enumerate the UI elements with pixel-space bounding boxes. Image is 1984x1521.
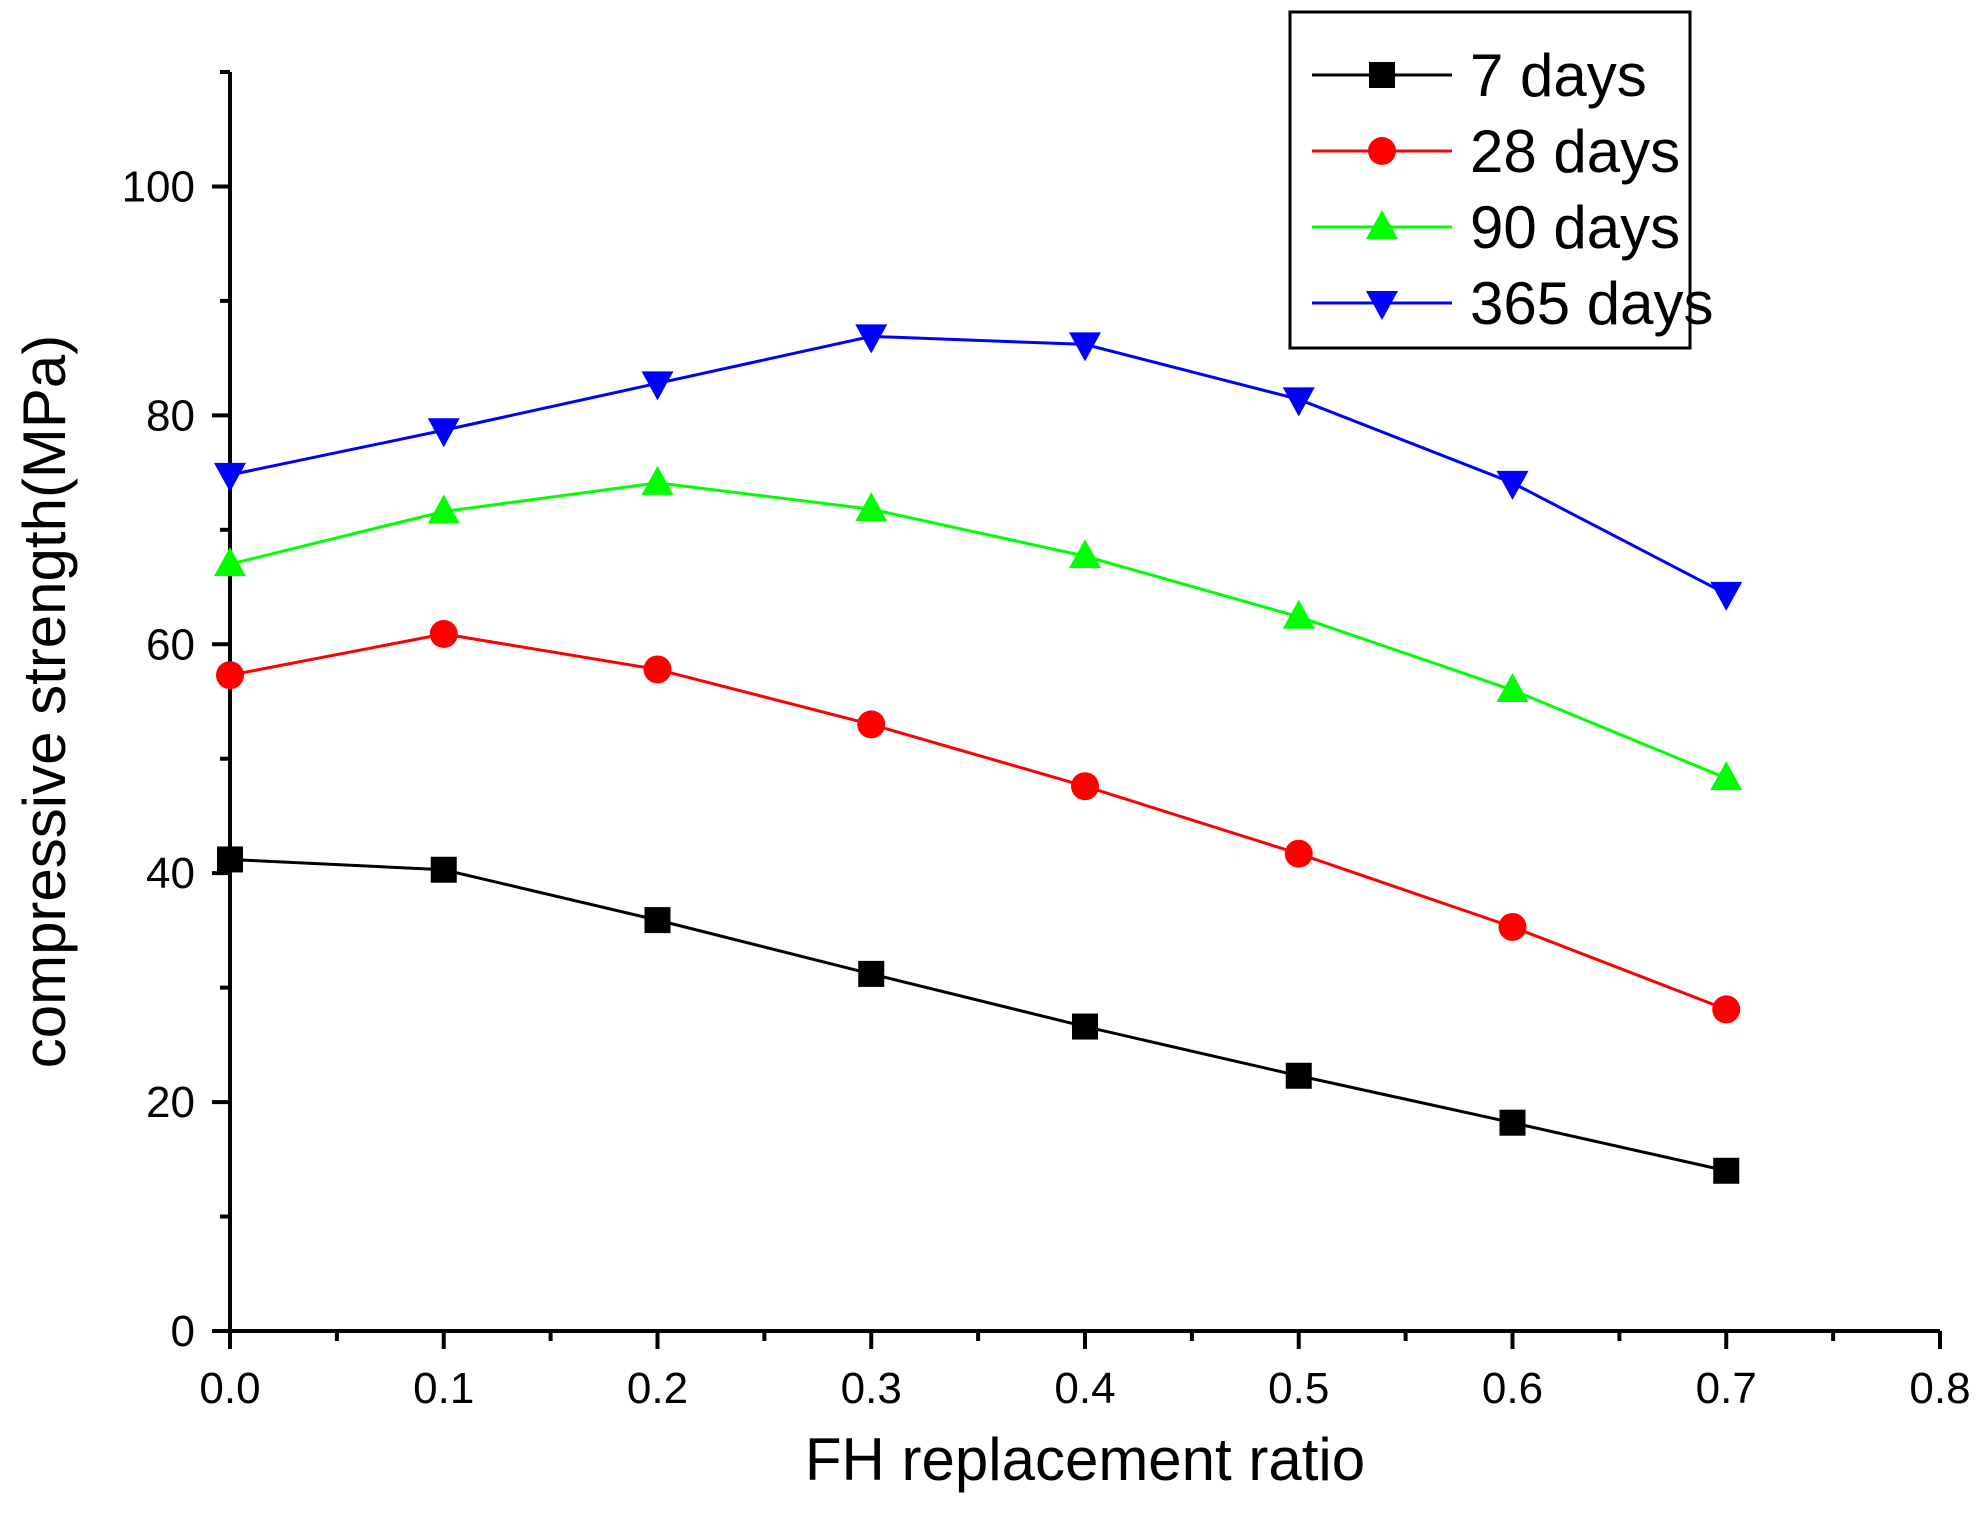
legend-label: 28 days: [1470, 118, 1680, 185]
data-point: [855, 324, 888, 354]
series-line: [229, 632, 1727, 1011]
data-point: [1071, 772, 1099, 801]
legend-item: 90 days: [1312, 194, 1680, 261]
data-point: [430, 856, 457, 883]
y-tick-label: 20: [146, 1078, 195, 1127]
legend-marker: [1369, 62, 1395, 88]
series-line: [229, 857, 1727, 1173]
legend-item: 365 days: [1312, 270, 1714, 337]
y-tick-label: 40: [146, 849, 195, 898]
x-tick-label: 0.3: [841, 1364, 902, 1413]
data-point: [643, 655, 672, 684]
x-tick-label: 0.1: [413, 1364, 474, 1413]
axes: 0.0 0.1 0.2 0.3 0.4 0.5 0.6 0.7 0.8 0 20 40 60 80 100: [122, 70, 1971, 1413]
legend-marker: [1366, 291, 1398, 320]
legend-label: 90 days: [1470, 194, 1680, 261]
data-point: [1284, 839, 1313, 868]
x-axis-title: FH replacement ratio: [805, 1426, 1365, 1493]
x-tick-label: 0.8: [1909, 1364, 1970, 1413]
series-28-days: [216, 619, 1741, 1024]
x-tick-label: 0.5: [1268, 1364, 1329, 1413]
data-point: [1282, 599, 1315, 629]
x-tick-label: 0.6: [1482, 1364, 1543, 1413]
legend-item: 7 days: [1312, 42, 1647, 109]
data-point: [857, 710, 886, 739]
data-point: [858, 960, 885, 987]
data-point: [427, 418, 460, 448]
y-axis-title: compressive strength(MPa): [11, 335, 78, 1069]
x-tick-label: 0.2: [627, 1364, 688, 1413]
series-90-days: [214, 465, 1743, 791]
data-point: [1069, 332, 1101, 362]
data-point: [427, 494, 460, 524]
data-point: [1069, 539, 1101, 569]
series-7-days: [217, 846, 1740, 1184]
data-point: [429, 619, 458, 648]
y-tick-label: 80: [146, 391, 195, 440]
data-point: [1712, 995, 1741, 1024]
data-point: [1499, 1109, 1526, 1136]
data-point: [641, 465, 674, 495]
series-layer: [214, 324, 1743, 1184]
legend-box: [1288, 10, 1692, 350]
series-line: [229, 334, 1727, 596]
data-point: [1710, 581, 1743, 611]
data-point: [214, 547, 246, 577]
x-tick-label: 0.0: [199, 1364, 260, 1413]
x-tick-label: 0.7: [1696, 1364, 1757, 1413]
data-point: [1713, 1157, 1740, 1184]
data-point: [644, 907, 671, 934]
data-point: [217, 846, 243, 873]
legend-item: 28 days: [1312, 118, 1680, 185]
legend-marker: [1366, 210, 1398, 239]
legend-label: 7 days: [1470, 42, 1647, 109]
data-point: [855, 492, 888, 522]
x-tick-label: 0.4: [1054, 1364, 1115, 1413]
legend: 7 days 28 days 90 days 365 days: [1288, 10, 1714, 350]
data-point: [1710, 761, 1743, 791]
y-tick-label: 0: [171, 1307, 195, 1356]
y-tick-label: 60: [146, 620, 195, 669]
data-point: [1496, 673, 1529, 703]
series-line: [229, 481, 1727, 780]
data-point: [1496, 470, 1529, 500]
series-365-days: [214, 324, 1743, 611]
data-point: [641, 371, 674, 401]
data-point: [1285, 1062, 1312, 1089]
legend-marker: [1368, 137, 1396, 165]
data-point: [214, 462, 246, 492]
data-point: [1498, 912, 1527, 941]
data-point: [1072, 1013, 1098, 1040]
data-point: [216, 661, 244, 690]
legend-label: 365 days: [1470, 270, 1714, 337]
data-point: [1282, 387, 1315, 417]
y-tick-label: 100: [122, 162, 195, 211]
